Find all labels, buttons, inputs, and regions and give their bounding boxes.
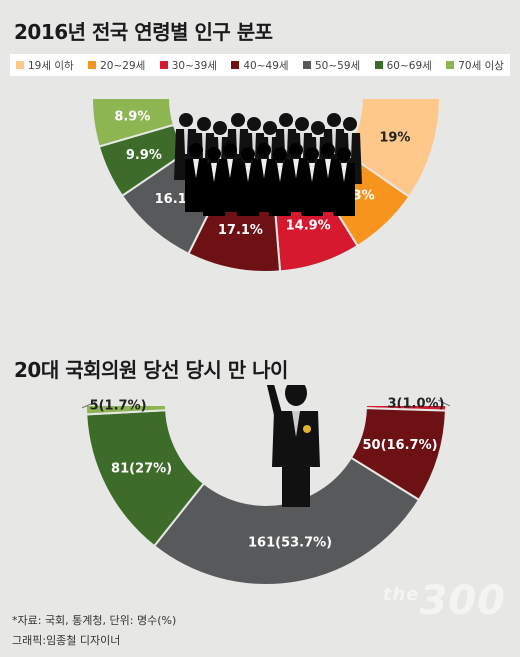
footer-credit: 그래픽:임종철 디자이너: [12, 634, 121, 647]
data-label: 14.9%: [286, 219, 331, 234]
segment-5: [84, 404, 168, 416]
legend-swatch: [303, 61, 311, 69]
legend-label: 40~49세: [243, 59, 289, 72]
chart1-title: 2016년 전국 연령별 인구 분포: [14, 20, 273, 44]
data-label: 5(1.7%): [90, 398, 147, 413]
data-label: 3(1.0%): [387, 396, 444, 411]
legend-item: 19세 이하: [16, 58, 74, 73]
legend: 19세 이하 20~29세 30~39세 40~49세 50~59세 60~69세 70세 …: [10, 54, 510, 76]
the300-logo: the300: [383, 578, 506, 624]
legend-item: 20~29세: [88, 58, 145, 73]
data-label: 81(27%): [111, 462, 172, 477]
legend-swatch: [374, 61, 383, 69]
legend-item: 60~69세: [374, 58, 432, 73]
data-label: 8.9%: [114, 110, 150, 125]
logo-sup: the: [382, 584, 420, 605]
data-label: 17.1%: [218, 223, 263, 238]
logo-main: 300: [419, 578, 506, 624]
legend-swatch: [159, 61, 168, 69]
legend-item: 40~49세: [231, 58, 289, 73]
legend-swatch: [88, 61, 97, 69]
legend-label: 20~29세: [100, 59, 146, 72]
data-label: 9.9%: [126, 148, 162, 163]
legend-swatch: [16, 61, 24, 69]
legend-item: 50~59세: [303, 58, 360, 73]
crowd-silhouette-icon: [174, 113, 362, 216]
leader-line: [81, 401, 97, 409]
data-label: 19%: [379, 131, 410, 146]
lawmaker-silhouette-icon: [266, 385, 320, 507]
data-label: 161(53.7%): [248, 535, 332, 550]
legend-label: 30~39세: [171, 59, 217, 72]
legend-label: 50~59세: [315, 59, 361, 72]
leader-line: [437, 399, 451, 407]
legend-item: 30~39세: [159, 58, 217, 73]
legend-item: 70세 이상: [446, 58, 504, 73]
chart1-age-distribution: 19%13%14.9%17.1%16.1%9.9%8.9%: [90, 97, 442, 273]
data-label: 50(16.7%): [362, 438, 437, 453]
chart2-lawmaker-ages: 3(1.0%) 50(16.7%) 161(53.7%) 81(27%) 5(1.7%): [81, 385, 451, 586]
legend-swatch: [231, 61, 240, 69]
legend-label: 60~69세: [386, 59, 432, 72]
legend-label: 70세 이상: [458, 59, 504, 72]
legend-label: 19세 이하: [28, 59, 74, 72]
legend-swatch: [446, 61, 455, 69]
footer-source: *자료: 국회, 통계청, 단위: 명수(%): [12, 614, 177, 627]
chart2-title: 20대 국회의원 당선 당시 만 나이: [14, 358, 288, 382]
segment-7: [90, 97, 176, 148]
